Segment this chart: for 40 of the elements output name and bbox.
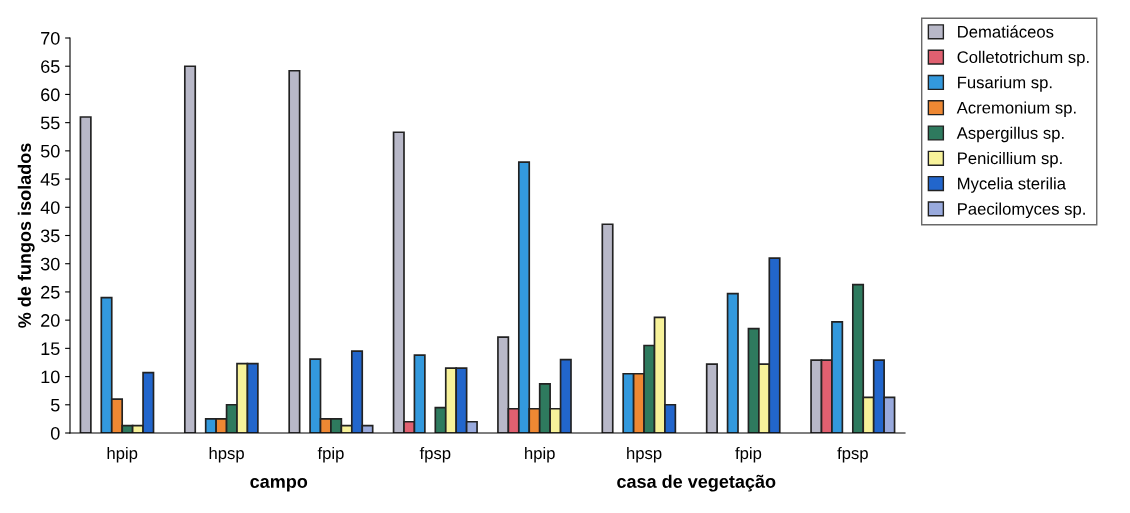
x-tick-label: hpip <box>525 446 555 463</box>
text: casa de vegetação <box>617 474 776 492</box>
y-tick-label: 10 <box>41 370 60 384</box>
y-tick-label: 20 <box>41 314 60 327</box>
y-tick-label: 25 <box>41 285 60 299</box>
legend-label: Colletotrichum sp. <box>957 50 1089 67</box>
x-tick-label: fpip <box>735 446 762 463</box>
legend-label: Acremonium sp. <box>956 101 1076 117</box>
y-tick-label: 50 <box>40 144 60 158</box>
bar <box>79 116 92 433</box>
x-tick-label: fpsp <box>419 446 451 463</box>
x-tick-label: hpsp <box>209 446 244 463</box>
text: campo <box>250 478 308 492</box>
legend-label: Penicillium sp. <box>958 151 1062 168</box>
y-axis-title: % de fungos isolados <box>17 143 35 328</box>
legend-label: Fusarium sp. <box>958 76 1052 92</box>
y-tick-label: 70 <box>41 31 60 45</box>
y-tick-label: 35 <box>40 229 60 243</box>
bar <box>601 223 614 433</box>
x-tick-label: hpsp <box>627 446 662 463</box>
x-tick-label: fpsp <box>837 446 868 463</box>
bar <box>288 69 301 433</box>
legend-label: Mycelia sterilia <box>958 177 1066 193</box>
bar <box>183 65 197 433</box>
y-tick-label: 30 <box>40 257 60 271</box>
legend-label: Aspergillus sp. <box>956 126 1064 143</box>
y-tick-label: 65 <box>41 60 60 73</box>
x-tick-label: fpip <box>317 446 344 463</box>
y-tick-label: 60 <box>41 88 60 102</box>
y-tick-label: 55 <box>40 116 60 130</box>
y-tick-label: 0 <box>50 426 60 440</box>
y-tick-label: 40 <box>40 201 60 215</box>
bar <box>705 363 718 433</box>
y-tick-label: 15 <box>41 342 60 356</box>
bar <box>726 292 739 433</box>
legend-label: Dematiáceos <box>958 25 1054 38</box>
y-tick-label: 45 <box>40 173 60 186</box>
x-tick-label: hpip <box>107 446 138 463</box>
legend-label: Paecilomyces sp. <box>958 202 1085 219</box>
y-tick-label: 5 <box>50 398 60 412</box>
